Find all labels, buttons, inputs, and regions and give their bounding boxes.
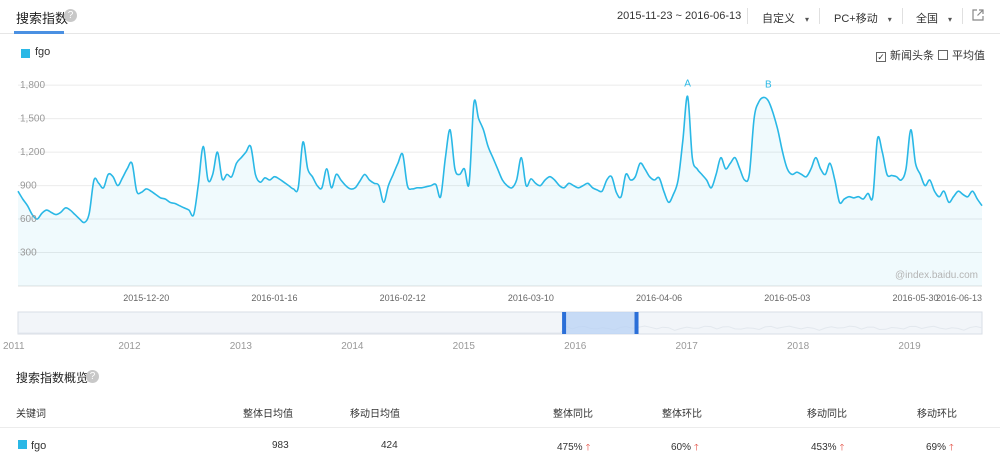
divider — [962, 8, 963, 24]
tab-search-index[interactable]: 搜索指数 — [16, 11, 69, 26]
x-tick-label: 2016-02-12 — [380, 293, 426, 303]
y-tick-label: 1,500 — [20, 114, 45, 125]
navigator-year-axis: 2011 2012 2013 2014 2015 2016 2017 2018 2019 — [3, 341, 921, 352]
navigator-year-label: 2016 — [564, 341, 587, 352]
device-dropdown[interactable]: PC+移动 ▾ — [834, 10, 892, 26]
navigator-year-label: 2017 — [676, 341, 699, 352]
annotation-a: A — [684, 78, 691, 89]
x-tick-label: 2016-01-16 — [251, 293, 297, 303]
overall-avg-cell: 983 — [272, 440, 289, 451]
navigator-right-handle[interactable] — [634, 312, 639, 334]
navigator-year-label: 2013 — [230, 341, 253, 352]
chevron-down-icon: ▾ — [805, 15, 810, 24]
date-range-label: 2015-11-23 ~ 2016-06-13 — [617, 10, 742, 22]
help-icon[interactable]: ? — [86, 370, 99, 383]
x-tick-label: 2016-05-30 — [892, 293, 938, 303]
chevron-down-icon: ▾ — [948, 15, 953, 24]
mode-dropdown[interactable]: 自定义 ▾ — [762, 10, 809, 26]
plot-background — [18, 74, 982, 286]
external-link-icon[interactable] — [972, 9, 984, 21]
y-tick-label: 1,200 — [20, 147, 45, 158]
y-tick-label: 1,800 — [20, 80, 45, 91]
navigator-series — [18, 325, 983, 334]
legend-swatch — [21, 49, 30, 58]
divider — [902, 8, 903, 24]
average-label: 平均值 — [952, 50, 985, 62]
mobile-yoy-value: 453% — [811, 442, 837, 453]
news-label: 新闻头条 — [890, 50, 934, 62]
table-row: fgo 983 424 475% 🡑 60% 🡑 453% 🡑 69% 🡑 — [0, 430, 1000, 460]
overall-yoy-cell: 475% 🡑 — [557, 440, 590, 456]
chart-grid — [18, 74, 982, 287]
overview-table-header: 关键词 整体日均值 移动日均值 整体同比 整体环比 移动同比 移动环比 — [0, 392, 1000, 428]
navigator-year-label: 2018 — [787, 341, 810, 352]
overall-yoy-value: 475% — [557, 442, 583, 453]
watermark: @index.baidu.com — [895, 270, 978, 281]
arrow-up-icon: 🡑 — [839, 442, 845, 452]
x-tick-label: 2016-05-03 — [764, 293, 810, 303]
news-checkbox[interactable]: ✓ 新闻头条 — [876, 47, 934, 63]
tab-underline — [14, 31, 64, 34]
col-overall-mom: 整体环比 — [662, 409, 702, 420]
keyword-cell[interactable]: fgo — [31, 440, 47, 452]
date-range-picker[interactable]: 2015-11-23 ~ 2016-06-13 — [617, 10, 741, 22]
x-tick-label: 2015-12-20 — [123, 293, 169, 303]
arrow-up-icon: 🡑 — [694, 442, 699, 452]
navigator-track[interactable] — [17, 311, 983, 335]
overview-title: 搜索指数概览 — [16, 371, 89, 385]
series-area-fgo — [18, 96, 982, 286]
col-overall-yoy: 整体同比 — [553, 409, 593, 420]
y-tick-label: 600 — [20, 214, 37, 225]
x-tick-label: 2016-03-10 — [508, 293, 554, 303]
checkbox-icon — [938, 50, 948, 60]
y-axis: 1,800 1,500 1,200 900 600 300 — [20, 80, 45, 258]
navigator-year-label: 2015 — [453, 341, 476, 352]
navigator-year-label: 2019 — [898, 341, 921, 352]
x-tick-label: 2016-06-13 — [936, 293, 982, 303]
navigator-window[interactable] — [564, 312, 637, 334]
mode-label: 自定义 — [762, 13, 795, 25]
keyword-swatch — [18, 440, 27, 449]
arrow-up-icon: 🡑 — [585, 442, 591, 452]
region-label: 全国 — [916, 13, 938, 25]
divider — [747, 8, 748, 24]
col-mobile-yoy: 移动同比 — [807, 409, 847, 420]
legend-label[interactable]: fgo — [35, 46, 51, 58]
x-tick-label: 2016-04-06 — [636, 293, 682, 303]
mobile-avg-cell: 424 — [381, 440, 398, 451]
col-keyword: 关键词 — [16, 409, 46, 420]
navigator-year-label: 2012 — [118, 341, 141, 352]
mobile-mom-cell: 69% 🡑 — [926, 440, 954, 456]
series-line-fgo[interactable] — [17, 95, 983, 224]
help-icon[interactable]: ? — [64, 9, 77, 22]
navigator-year-label: 2014 — [341, 341, 364, 352]
mobile-yoy-cell: 453% 🡑 — [811, 440, 844, 456]
col-mobile-avg: 移动日均值 — [350, 409, 400, 420]
top-bar: 搜索指数 ? 2015-11-23 ~ 2016-06-13 自定义 ▾ PC+移… — [0, 0, 1000, 34]
x-axis: 2015-12-20 2016-01-16 2016-02-12 2016-03-10… — [123, 293, 982, 303]
search-index-chart[interactable]: 1,800 1,500 1,200 900 600 300 2015-12-20 2016-… — [0, 70, 1000, 306]
divider — [819, 8, 820, 24]
navigator-left-handle[interactable] — [562, 312, 567, 334]
region-dropdown[interactable]: 全国 ▾ — [916, 10, 952, 26]
arrow-up-icon: 🡑 — [949, 442, 954, 452]
y-tick-label: 900 — [20, 181, 37, 192]
overall-mom-value: 60% — [671, 442, 692, 453]
device-label: PC+移动 — [834, 13, 878, 25]
checkbox-checked-icon: ✓ — [876, 52, 886, 62]
average-checkbox[interactable]: 平均值 — [938, 47, 985, 63]
navigator-year-label: 2011 — [3, 341, 25, 352]
overall-mom-cell: 60% 🡑 — [671, 440, 699, 456]
chevron-down-icon: ▾ — [887, 15, 892, 24]
time-navigator[interactable]: 2011 2012 2013 2014 2015 2016 2017 2018 2019 — [0, 308, 1000, 356]
col-mobile-mom: 移动环比 — [917, 409, 957, 420]
annotation-b: B — [765, 79, 772, 90]
col-overall-avg: 整体日均值 — [243, 409, 293, 420]
y-tick-label: 300 — [20, 248, 37, 259]
mobile-mom-value: 69% — [926, 442, 947, 453]
